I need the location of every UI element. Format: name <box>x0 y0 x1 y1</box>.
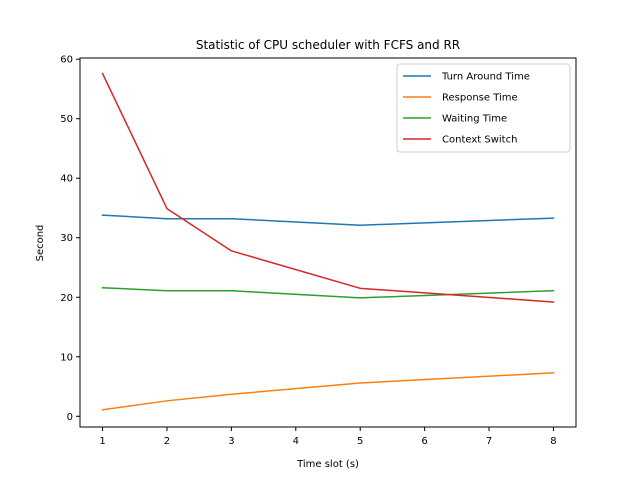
y-tick-label: 50 <box>60 114 73 125</box>
legend: Turn Around Time Response Time Waiting Tim… <box>396 63 571 153</box>
x-axis-label: Time slot (s) <box>296 459 359 470</box>
x-tick-label: 3 <box>228 436 234 447</box>
y-tick-label: 30 <box>60 233 73 244</box>
x-tick-label: 1 <box>99 436 105 447</box>
y-tick-label: 20 <box>60 293 73 304</box>
plot-area-frame <box>79 57 577 428</box>
y-tick-label: 0 <box>67 412 73 423</box>
chart-title: Statistic of CPU scheduler with FCFS and… <box>196 38 460 52</box>
x-tick-label: 5 <box>357 436 363 447</box>
legend-label: Waiting Time <box>442 114 507 125</box>
y-axis-label: Second <box>35 225 46 262</box>
legend-label: Response Time <box>442 93 518 104</box>
x-tick-label: 6 <box>421 436 427 447</box>
legend-box <box>396 63 571 153</box>
legend-label: Context Switch <box>442 135 517 146</box>
x-tick-label: 4 <box>293 436 299 447</box>
series-line-response-time <box>101 372 555 411</box>
series-line-context-switch <box>101 72 555 303</box>
x-axis: 1 2 3 4 5 6 7 8 <box>99 427 557 447</box>
y-tick-label: 60 <box>60 55 73 66</box>
legend-label: Turn Around Time <box>441 72 530 83</box>
series-line-waiting-time <box>101 286 555 299</box>
series-line-turn-around-time <box>101 214 555 226</box>
y-axis: 0 10 20 30 40 50 60 <box>60 55 80 423</box>
x-tick-label: 7 <box>486 436 492 447</box>
y-tick-label: 40 <box>60 174 73 185</box>
x-tick-label: 2 <box>164 436 170 447</box>
series-layer <box>101 72 555 411</box>
x-tick-label: 8 <box>550 436 556 447</box>
y-tick-label: 10 <box>60 352 73 363</box>
